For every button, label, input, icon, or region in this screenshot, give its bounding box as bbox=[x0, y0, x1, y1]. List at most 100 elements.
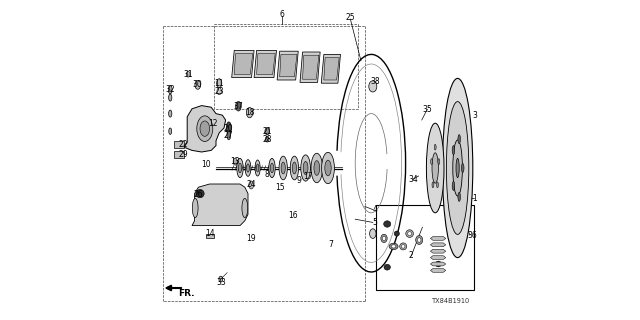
Ellipse shape bbox=[270, 163, 274, 173]
Text: 24: 24 bbox=[246, 180, 256, 189]
Ellipse shape bbox=[442, 78, 473, 258]
Text: 7: 7 bbox=[329, 240, 333, 249]
Ellipse shape bbox=[249, 181, 253, 189]
Bar bbox=[206, 234, 214, 238]
Ellipse shape bbox=[435, 261, 442, 267]
Circle shape bbox=[196, 189, 204, 198]
Ellipse shape bbox=[426, 123, 444, 213]
Ellipse shape bbox=[233, 158, 237, 165]
Text: 21: 21 bbox=[262, 127, 272, 136]
Bar bbox=[174, 141, 184, 148]
Polygon shape bbox=[184, 106, 226, 152]
Ellipse shape bbox=[197, 116, 212, 141]
Ellipse shape bbox=[447, 102, 468, 234]
Text: 4: 4 bbox=[372, 205, 378, 214]
Ellipse shape bbox=[453, 140, 463, 196]
Ellipse shape bbox=[265, 128, 269, 135]
Ellipse shape bbox=[438, 159, 440, 164]
Ellipse shape bbox=[301, 155, 310, 181]
Ellipse shape bbox=[452, 181, 455, 190]
Ellipse shape bbox=[242, 198, 248, 218]
Text: 17: 17 bbox=[303, 172, 313, 180]
Ellipse shape bbox=[237, 158, 243, 178]
Ellipse shape bbox=[383, 236, 385, 241]
Ellipse shape bbox=[281, 162, 285, 174]
Ellipse shape bbox=[417, 238, 421, 242]
Text: 38: 38 bbox=[370, 77, 380, 86]
Text: 31: 31 bbox=[183, 70, 193, 79]
Polygon shape bbox=[300, 52, 320, 83]
Text: 11: 11 bbox=[214, 79, 224, 88]
Ellipse shape bbox=[279, 156, 287, 180]
Polygon shape bbox=[257, 53, 275, 75]
Text: 16: 16 bbox=[288, 212, 298, 220]
Polygon shape bbox=[430, 268, 445, 272]
Text: 25: 25 bbox=[346, 13, 355, 22]
Ellipse shape bbox=[303, 162, 308, 175]
Ellipse shape bbox=[169, 128, 172, 134]
Polygon shape bbox=[192, 184, 248, 226]
Ellipse shape bbox=[314, 161, 320, 175]
Text: 22: 22 bbox=[179, 140, 188, 149]
Ellipse shape bbox=[186, 71, 190, 77]
Ellipse shape bbox=[406, 230, 413, 237]
Ellipse shape bbox=[408, 232, 412, 236]
Ellipse shape bbox=[169, 94, 172, 101]
Text: 29: 29 bbox=[179, 150, 188, 159]
Text: 8: 8 bbox=[265, 170, 269, 179]
Text: 28: 28 bbox=[262, 135, 272, 144]
Polygon shape bbox=[321, 54, 340, 83]
Text: 26: 26 bbox=[193, 190, 204, 199]
Text: 27: 27 bbox=[224, 131, 234, 140]
Text: 3: 3 bbox=[472, 111, 477, 120]
Polygon shape bbox=[430, 243, 445, 247]
Polygon shape bbox=[430, 236, 445, 240]
Text: 19: 19 bbox=[246, 234, 256, 243]
Ellipse shape bbox=[458, 135, 460, 144]
Ellipse shape bbox=[436, 182, 438, 188]
Ellipse shape bbox=[290, 156, 298, 180]
Ellipse shape bbox=[325, 160, 332, 176]
Text: 36: 36 bbox=[467, 231, 477, 240]
Ellipse shape bbox=[195, 80, 201, 89]
Ellipse shape bbox=[217, 88, 221, 95]
Text: 30: 30 bbox=[193, 80, 203, 89]
Text: 20: 20 bbox=[224, 124, 234, 132]
Ellipse shape bbox=[384, 221, 390, 227]
Text: 2: 2 bbox=[409, 252, 413, 260]
Ellipse shape bbox=[432, 153, 438, 183]
Polygon shape bbox=[280, 54, 297, 77]
Ellipse shape bbox=[435, 144, 436, 150]
Ellipse shape bbox=[236, 101, 241, 111]
Polygon shape bbox=[234, 53, 253, 75]
Text: 23: 23 bbox=[214, 87, 224, 96]
Polygon shape bbox=[430, 256, 445, 260]
Text: 5: 5 bbox=[372, 218, 378, 227]
Ellipse shape bbox=[192, 198, 198, 218]
Polygon shape bbox=[430, 249, 445, 253]
Ellipse shape bbox=[432, 182, 434, 188]
Polygon shape bbox=[254, 51, 276, 78]
Polygon shape bbox=[277, 51, 298, 80]
Text: 10: 10 bbox=[202, 160, 211, 169]
Text: 9: 9 bbox=[297, 176, 301, 185]
Ellipse shape bbox=[370, 229, 376, 238]
Ellipse shape bbox=[169, 110, 172, 117]
Ellipse shape bbox=[265, 136, 269, 142]
Text: 6: 6 bbox=[279, 10, 284, 19]
Ellipse shape bbox=[431, 159, 433, 164]
Ellipse shape bbox=[456, 158, 460, 178]
Ellipse shape bbox=[245, 160, 251, 176]
Text: FR.: FR. bbox=[179, 289, 195, 298]
Text: TX84B1910: TX84B1910 bbox=[431, 299, 470, 304]
Polygon shape bbox=[324, 58, 339, 80]
Text: 18: 18 bbox=[245, 108, 254, 117]
Bar bbox=[376, 205, 474, 290]
Ellipse shape bbox=[389, 243, 398, 250]
Text: 13: 13 bbox=[230, 157, 240, 166]
Ellipse shape bbox=[227, 122, 232, 134]
Ellipse shape bbox=[394, 231, 399, 236]
Ellipse shape bbox=[168, 85, 172, 94]
Text: 35: 35 bbox=[422, 105, 432, 114]
Text: 33: 33 bbox=[216, 278, 226, 287]
